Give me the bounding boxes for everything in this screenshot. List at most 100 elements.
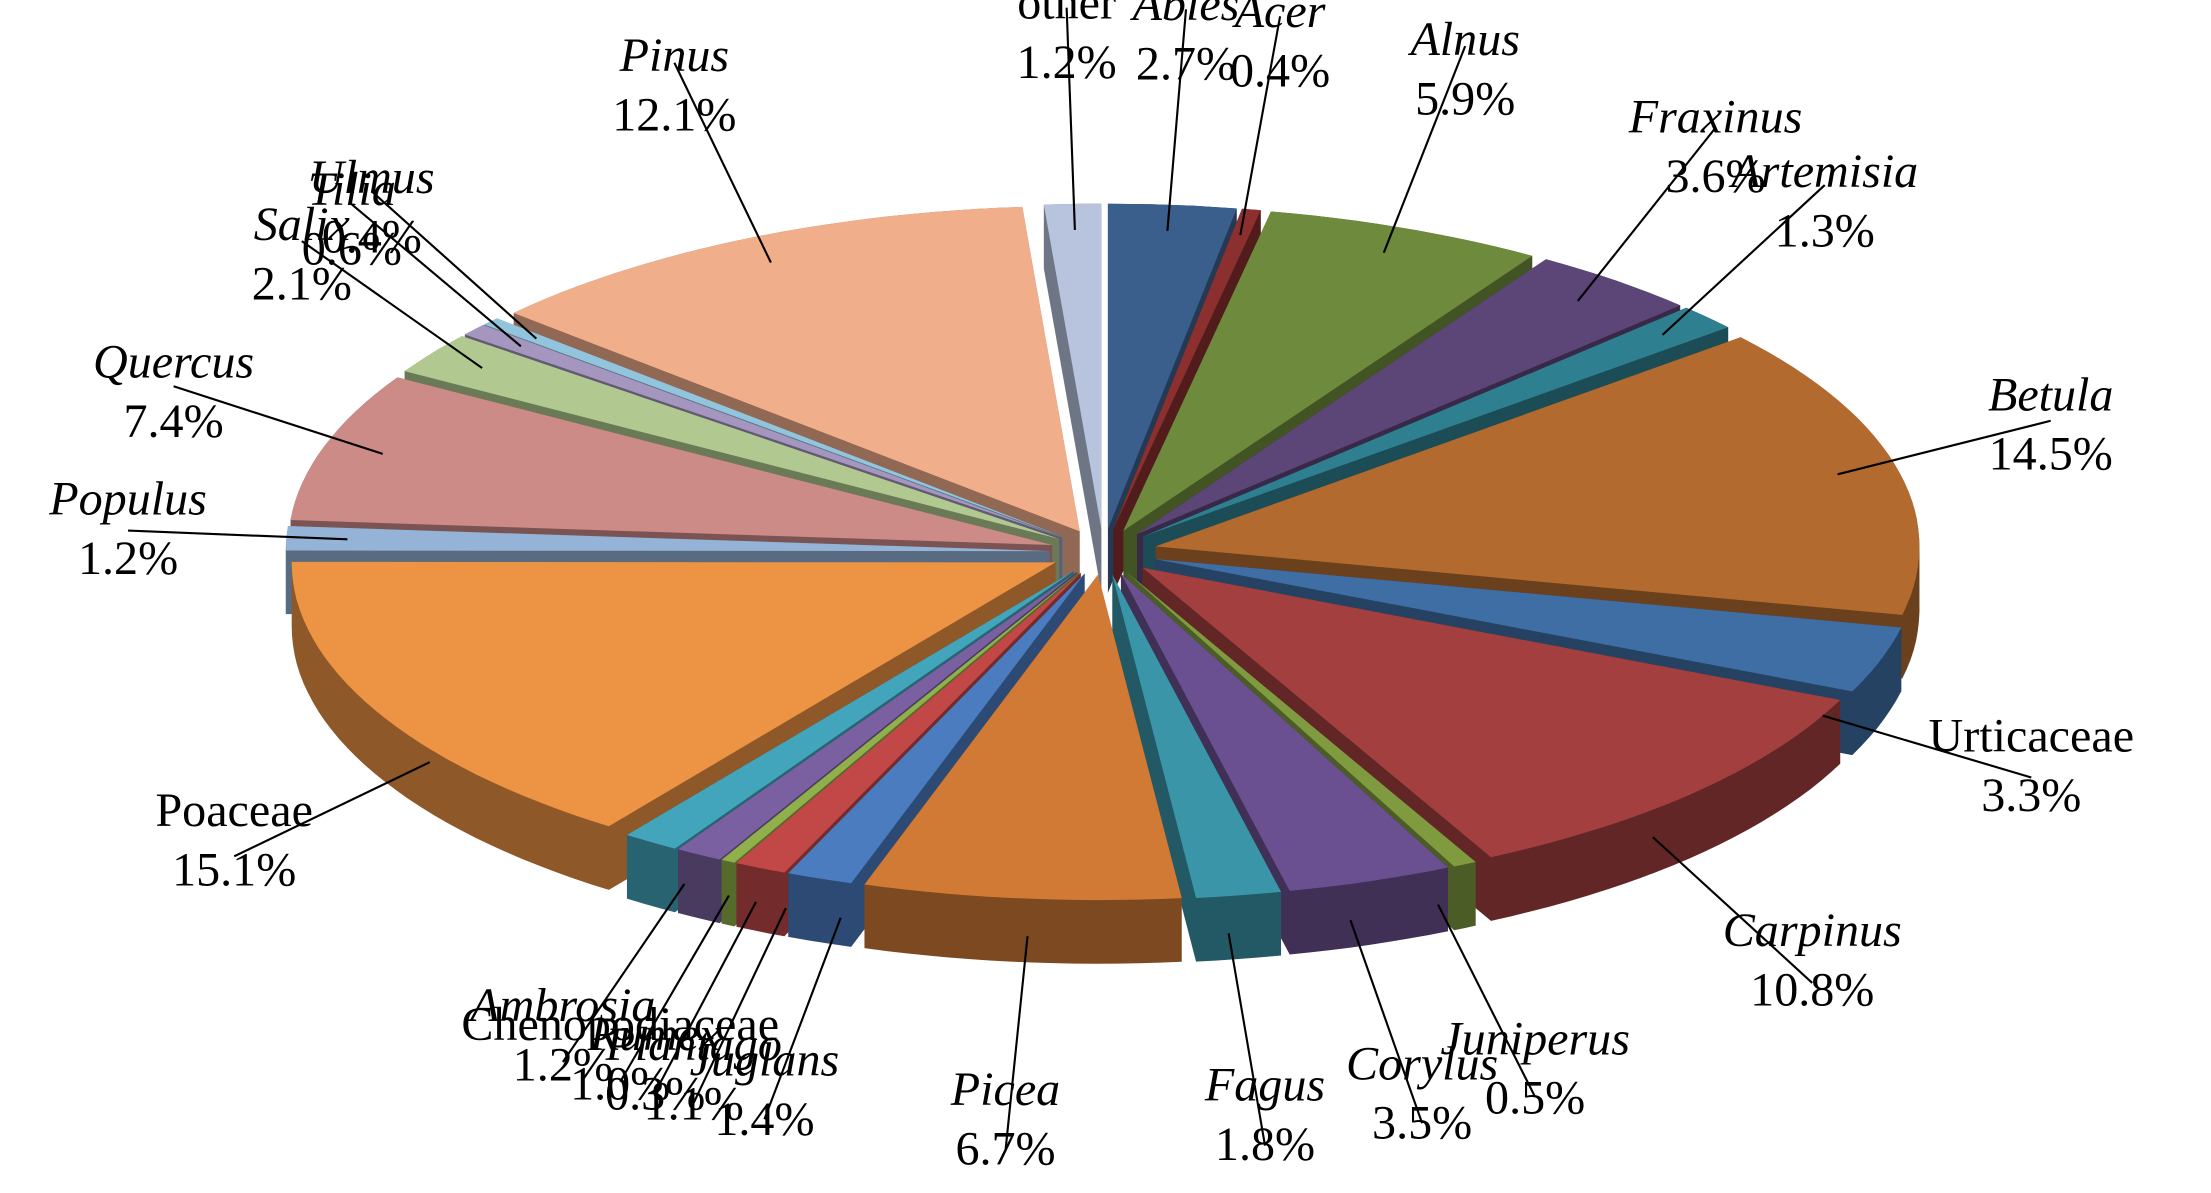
- slice-value-label: 2.7%: [1136, 38, 1236, 91]
- leader-line: [1382, 45, 1467, 254]
- slice: [1123, 211, 1533, 531]
- slice-value-label: 0.3%: [605, 1067, 705, 1120]
- slice-label: other: [1017, 0, 1116, 30]
- slice: [285, 526, 1050, 552]
- slice-value-label: 1.2%: [78, 532, 178, 585]
- leader-line: [233, 761, 431, 858]
- slice-value-label: 0.4%: [1230, 44, 1330, 97]
- slice: [1154, 559, 1902, 692]
- leader-line: [1227, 933, 1267, 1146]
- slice-label: Poaceae: [155, 784, 312, 837]
- slice-value-label: 3.3%: [1981, 769, 2081, 822]
- slice: [1107, 203, 1237, 530]
- slice: [1127, 572, 1476, 867]
- slice-value-label: 1.8%: [1215, 1118, 1315, 1171]
- slice-label: Carpinus: [1723, 904, 1902, 957]
- slice-label: Ambrosia: [467, 979, 655, 1032]
- slice-label: Picea: [950, 1063, 1060, 1116]
- slice-label: Betula: [1988, 368, 2114, 421]
- leader-line: [1239, 16, 1282, 236]
- slice-label: Populus: [48, 472, 207, 525]
- leader-line: [351, 203, 522, 348]
- slice: [1155, 337, 1920, 615]
- slice-label: Pinus: [619, 29, 730, 82]
- leader-line: [1652, 836, 1813, 984]
- slice: [678, 571, 1077, 860]
- slice-label: Ulmus: [309, 151, 435, 204]
- slice-label: Juniperus: [1440, 1012, 1630, 1065]
- slice-value-label: 10.8%: [1750, 964, 1874, 1017]
- slice-label: Alnus: [1407, 13, 1520, 66]
- slice: [513, 206, 1080, 532]
- slice: [626, 571, 1074, 849]
- slice: [1113, 208, 1261, 530]
- slice-label: Acer: [1232, 0, 1326, 38]
- leader-line: [1166, 9, 1188, 231]
- slice: [1143, 307, 1729, 537]
- leader-line: [1822, 714, 2032, 779]
- leader-line: [561, 883, 686, 1063]
- slice: [290, 377, 1053, 546]
- slice-value-label: 1.1%: [644, 1077, 744, 1130]
- slice-value-label: 1.4%: [714, 1093, 814, 1146]
- slice-value-label: 1.0%: [570, 1057, 670, 1110]
- leader-line: [1837, 419, 2051, 476]
- slice-value-label: 3.5%: [1372, 1097, 1472, 1150]
- slice-value-label: 12.1%: [612, 88, 736, 141]
- slice-value-label: 0.4%: [322, 210, 422, 263]
- leader-line: [692, 907, 787, 1104]
- slice-value-label: 1.2%: [1017, 36, 1117, 89]
- leader-line: [1004, 936, 1029, 1151]
- slice: [1112, 574, 1282, 898]
- leader-line: [128, 529, 348, 541]
- slice-value-label: 0.5%: [1485, 1072, 1585, 1125]
- leader-line: [1661, 184, 1826, 336]
- slice-label: Corylus: [1346, 1037, 1498, 1090]
- leader-line: [1065, 7, 1076, 230]
- leader-line: [371, 190, 538, 340]
- slice: [788, 573, 1085, 884]
- slice-value-label: 1.2%: [513, 1039, 613, 1092]
- slice-value-label: 14.5%: [1989, 428, 2113, 481]
- leader-line: [654, 901, 757, 1093]
- slice: [291, 561, 1056, 827]
- slice-label: Chenopodiaceae: [461, 998, 779, 1051]
- slice-value-label: 7.4%: [124, 395, 224, 448]
- slice: [1142, 567, 1841, 858]
- leader-line: [673, 62, 772, 263]
- slice-value-label: 5.9%: [1415, 73, 1515, 126]
- slice-value-label: 15.1%: [172, 844, 296, 897]
- slice-value-label: 0.6%: [302, 223, 402, 276]
- slice: [736, 572, 1081, 873]
- slice: [721, 572, 1079, 863]
- slice-label: Quercus: [93, 336, 254, 389]
- slice-value-label: 2.1%: [252, 257, 352, 310]
- leader-line: [1349, 919, 1424, 1124]
- slice: [464, 325, 1062, 538]
- slice: [1043, 203, 1102, 530]
- leader-line: [301, 240, 483, 369]
- slice: [1120, 573, 1448, 891]
- slice-value-label: 6.7%: [955, 1122, 1055, 1175]
- slice-label: Artemisia: [1728, 145, 1918, 198]
- slice-label: Rumex: [589, 1008, 721, 1061]
- slice: [404, 336, 1060, 539]
- slice-label: Fraxinus: [1628, 91, 1803, 144]
- slice-value-label: 1.3%: [1775, 204, 1875, 257]
- leader-line: [173, 385, 384, 455]
- slice-label: Abies: [1130, 0, 1240, 31]
- slice: [484, 318, 1064, 537]
- slice-label: Plantago: [605, 1018, 782, 1071]
- slice-label: Fagus: [1204, 1058, 1325, 1111]
- leader-line: [1437, 904, 1537, 1098]
- leader-line: [763, 917, 842, 1120]
- slice-label: Salix: [254, 198, 350, 251]
- leader-line: [1577, 127, 1717, 302]
- slice-label: Tilia: [308, 163, 396, 216]
- leader-line: [619, 895, 730, 1083]
- slice-value-label: 3.6%: [1665, 150, 1765, 203]
- slice: [864, 574, 1182, 901]
- slice-label: Urticaceae: [1929, 709, 2134, 762]
